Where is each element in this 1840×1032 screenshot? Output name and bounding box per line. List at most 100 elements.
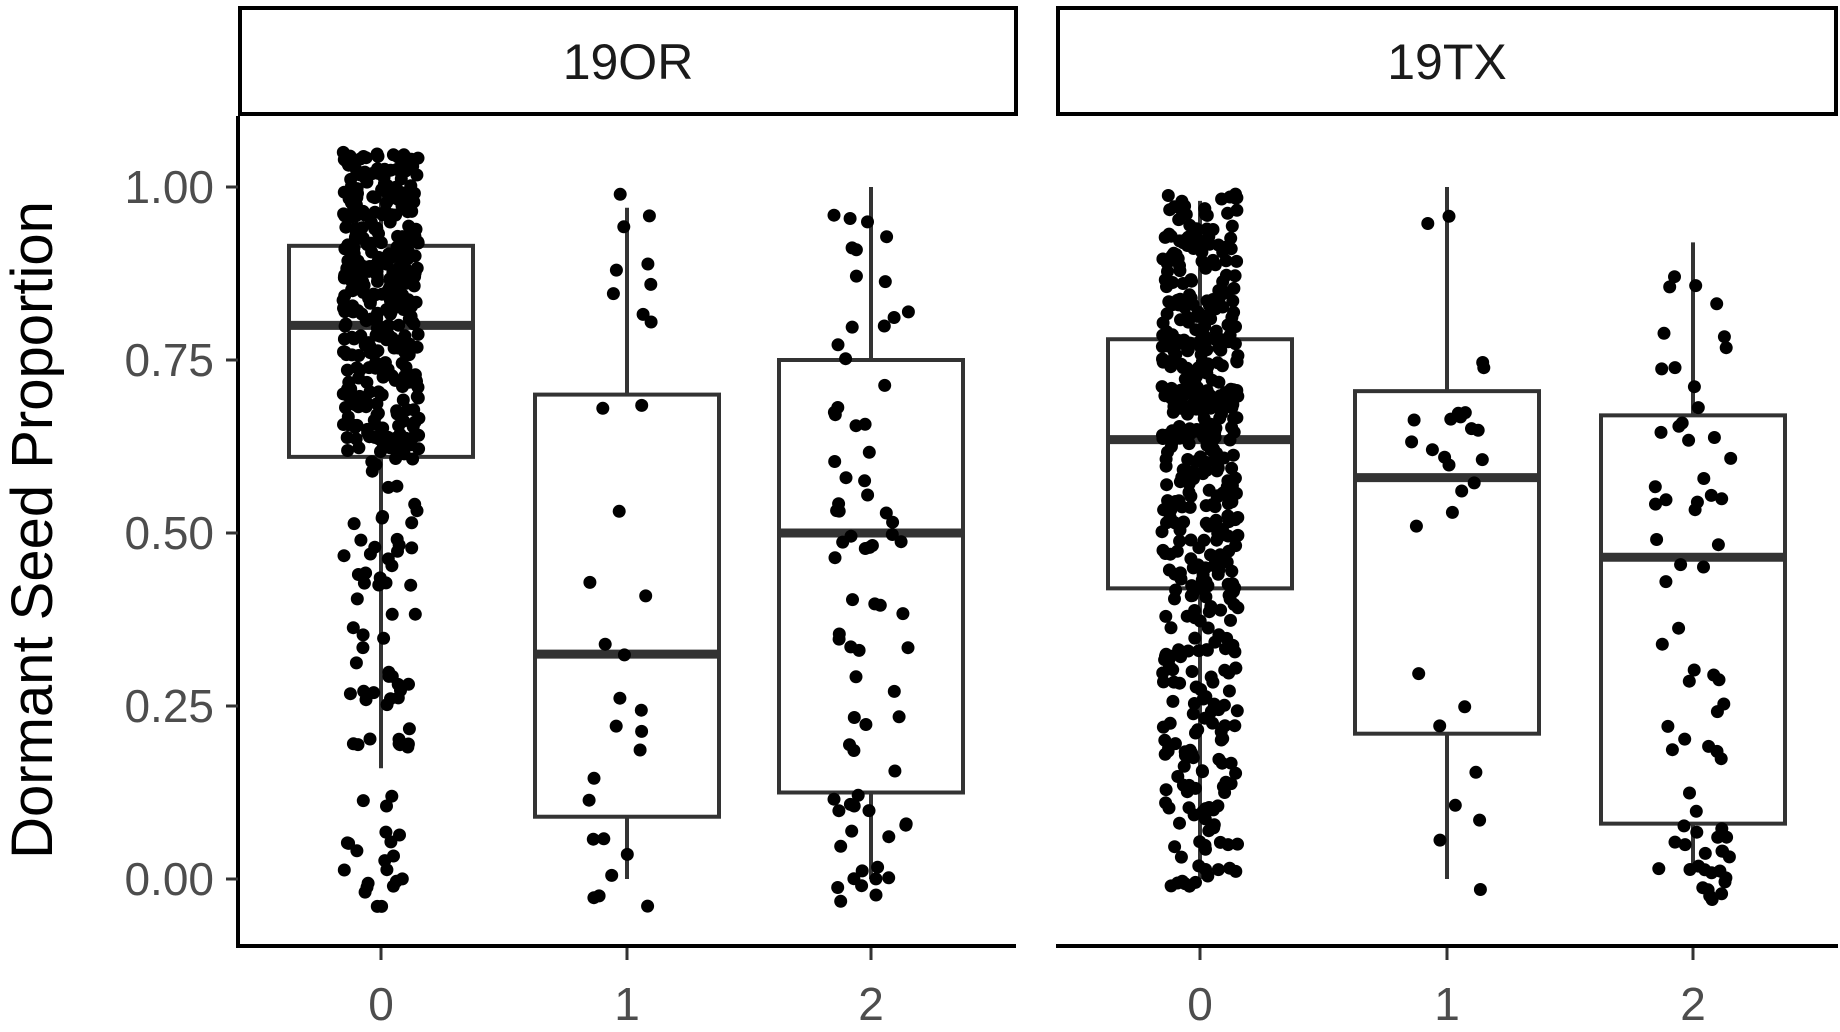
data-point-19or-0: [411, 391, 425, 405]
data-point-19or-2: [865, 539, 879, 552]
data-point-19tx-1: [1473, 883, 1487, 896]
data-point-19tx-0: [1213, 285, 1227, 299]
data-point-19or-0: [370, 359, 384, 373]
data-point-19or-2: [839, 352, 853, 366]
data-point-19or-0: [338, 242, 352, 256]
data-point-19or-0: [363, 296, 377, 310]
data-point-19or-2: [901, 305, 915, 319]
data-point-19or-0: [354, 329, 368, 343]
data-point-19or-0: [349, 656, 363, 670]
data-point-19tx-0: [1229, 661, 1243, 675]
data-point-19tx-0: [1223, 861, 1237, 875]
data-point-19tx-2: [1697, 472, 1711, 485]
data-point-19or-0: [407, 279, 421, 293]
data-point-19tx-0: [1184, 552, 1198, 566]
data-point-19or-2: [843, 212, 857, 225]
data-point-19tx-0: [1199, 561, 1212, 575]
data-point-19or-0: [337, 153, 351, 166]
data-point-19tx-2: [1668, 270, 1681, 284]
data-point-19tx-2: [1718, 875, 1732, 889]
data-point-19tx-1: [1405, 435, 1419, 449]
data-point-19or-2: [899, 818, 913, 832]
data-point-19tx-1: [1445, 505, 1459, 519]
data-point-19or-0: [353, 152, 367, 166]
data-point-19or-0: [410, 340, 424, 354]
data-point-19tx-0: [1193, 580, 1207, 594]
data-point-19or-1: [644, 277, 658, 291]
data-point-19tx-2: [1724, 451, 1738, 465]
data-point-19tx-0: [1216, 300, 1230, 314]
data-point-19tx-0: [1204, 548, 1217, 562]
data-point-19tx-0: [1199, 802, 1213, 816]
data-point-19or-0: [356, 628, 370, 642]
data-point-19or-1: [586, 832, 600, 846]
data-point-19or-0: [371, 166, 385, 180]
data-point-19tx-0: [1170, 294, 1184, 308]
data-point-19or-0: [412, 442, 426, 456]
data-point-19or-0: [350, 844, 364, 858]
data-point-19or-0: [343, 687, 357, 701]
data-point-19or-1: [613, 691, 627, 705]
data-point-19tx-0: [1208, 635, 1222, 649]
data-point-19or-0: [346, 621, 360, 635]
strip-label-19or: 19OR: [563, 34, 694, 90]
data-point-19or-1: [644, 315, 658, 329]
data-point-19tx-1: [1442, 209, 1456, 223]
data-point-19tx-0: [1185, 589, 1199, 602]
x-tick-label-19tx-2: 2: [1680, 978, 1706, 1030]
data-point-19or-2: [845, 824, 859, 838]
data-point-19tx-2: [1716, 844, 1730, 858]
data-point-19tx-0: [1222, 684, 1236, 698]
data-point-19tx-2: [1682, 433, 1696, 447]
data-point-19tx-2: [1683, 786, 1696, 800]
data-point-19tx-1: [1469, 765, 1483, 779]
data-point-19or-0: [356, 641, 370, 655]
data-point-19tx-0: [1192, 541, 1206, 555]
y-tick-label-2: 0.50: [124, 507, 214, 559]
data-point-19tx-1: [1409, 519, 1423, 533]
data-point-19or-0: [346, 737, 360, 751]
data-point-19or-2: [849, 269, 863, 283]
data-point-19or-1: [598, 637, 612, 651]
data-point-19tx-1: [1438, 450, 1452, 464]
data-point-19tx-0: [1202, 519, 1216, 533]
data-point-19or-2: [882, 830, 896, 844]
data-point-19or-0: [337, 271, 351, 285]
data-point-19or-2: [859, 718, 873, 731]
data-point-19or-2: [880, 230, 894, 244]
data-point-19or-0: [411, 235, 425, 249]
data-point-19tx-0: [1206, 253, 1220, 267]
data-point-19or-0: [356, 285, 370, 299]
data-point-19tx-0: [1156, 316, 1170, 330]
data-point-19tx-0: [1184, 426, 1198, 440]
data-point-19tx-1: [1471, 423, 1485, 437]
data-point-19or-0: [354, 533, 368, 547]
data-point-19or-0: [379, 430, 392, 444]
y-tick-label-4: 1.00: [124, 161, 214, 213]
data-point-19tx-0: [1230, 254, 1244, 268]
data-point-19or-0: [358, 885, 372, 899]
data-point-19or-2: [828, 551, 842, 565]
y-tick-label-1: 0.25: [124, 680, 214, 732]
data-point-19tx-0: [1230, 704, 1244, 718]
data-point-19tx-2: [1665, 743, 1679, 757]
data-point-19or-0: [401, 737, 415, 751]
data-point-19tx-0: [1189, 680, 1203, 694]
data-point-19tx-0: [1214, 343, 1228, 357]
data-point-19or-0: [375, 182, 389, 196]
data-point-19tx-0: [1192, 859, 1206, 873]
data-point-19tx-0: [1229, 539, 1243, 553]
data-point-19tx-0: [1204, 704, 1218, 718]
y-tick-label-0: 0.00: [124, 853, 214, 905]
data-point-19tx-2: [1654, 425, 1668, 439]
data-point-19tx-0: [1161, 189, 1175, 202]
data-point-19or-0: [392, 419, 406, 433]
data-point-19tx-1: [1412, 667, 1426, 681]
data-point-19tx-2: [1648, 480, 1662, 494]
data-point-19or-1: [613, 187, 627, 201]
data-point-19or-0: [385, 789, 399, 803]
data-point-19tx-0: [1226, 398, 1240, 412]
data-point-19tx-2: [1710, 744, 1724, 758]
data-point-19tx-2: [1701, 883, 1715, 897]
data-point-19tx-1: [1451, 406, 1465, 420]
